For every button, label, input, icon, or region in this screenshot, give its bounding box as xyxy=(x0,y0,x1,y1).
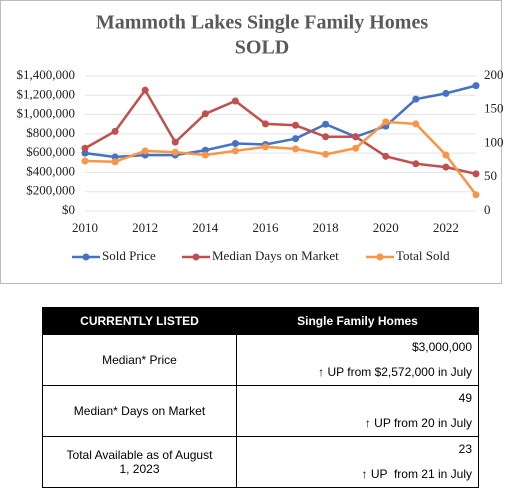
x-tick-label: 2022 xyxy=(433,220,459,235)
change: ↑ UP from 20 in July xyxy=(364,416,472,430)
point xyxy=(472,191,480,199)
point xyxy=(412,95,420,103)
y-tick-label: $1,000,000 xyxy=(17,106,76,121)
row-label: Median* Price xyxy=(42,334,237,386)
y2-tick-label: 50 xyxy=(484,168,497,183)
y-tick-label: $1,400,000 xyxy=(17,67,76,82)
y2-tick-label: 0 xyxy=(484,202,491,217)
row-value: $3,000,000 ↑ UP from $2,572,000 in July xyxy=(236,334,479,386)
point xyxy=(231,140,239,147)
point xyxy=(382,118,390,126)
point xyxy=(141,86,149,94)
value: 23 xyxy=(458,442,472,456)
y-tick-label: $0 xyxy=(62,202,75,217)
table-row: Median* Days on Market 49 ↑ UP from 20 in… xyxy=(42,385,479,437)
point xyxy=(171,148,179,156)
chart-border xyxy=(0,0,502,284)
point xyxy=(322,120,330,128)
point xyxy=(141,147,149,155)
row-label: Total Available as of August 1, 2023 xyxy=(42,436,237,488)
row-label: Median* Days on Market xyxy=(42,385,237,437)
point xyxy=(412,160,420,168)
point xyxy=(111,158,119,166)
series-line xyxy=(84,87,477,176)
header-cell: CURRENTLY LISTED xyxy=(42,307,237,335)
point xyxy=(442,89,450,97)
legend-marker xyxy=(376,253,384,261)
legend-label: Sold Price xyxy=(102,248,156,263)
point xyxy=(201,110,209,118)
chart-subtitle: SOLD xyxy=(235,37,289,59)
change: ↑ UP from 21 in July xyxy=(361,467,472,481)
listing-table: CURRENTLY LISTED Single Family Homes Med… xyxy=(42,307,479,488)
point xyxy=(352,133,360,141)
header-cell: Single Family Homes xyxy=(236,307,479,335)
legend-marker xyxy=(192,253,200,261)
x-tick-label: 2016 xyxy=(252,220,279,235)
table-header: CURRENTLY LISTED Single Family Homes xyxy=(42,307,479,335)
point xyxy=(81,144,89,152)
point xyxy=(322,150,330,158)
point xyxy=(171,138,179,146)
value: $3,000,000 xyxy=(411,340,472,354)
y2-tick-label: 200 xyxy=(484,67,503,82)
change: ↑ UP from $2,572,000 in July xyxy=(318,365,472,379)
point xyxy=(382,152,390,160)
y2-tick-label: 150 xyxy=(484,101,503,116)
x-tick-label: 2020 xyxy=(373,220,399,235)
point xyxy=(261,143,269,151)
row-value: 49 ↑ UP from 20 in July xyxy=(236,385,479,437)
series-line xyxy=(84,120,477,196)
point xyxy=(111,127,119,135)
row-value: 23 ↑ UP from 21 in July xyxy=(236,436,479,488)
x-tick-label: 2010 xyxy=(72,220,98,235)
legend-marker xyxy=(82,253,90,261)
y2-tick-label: 100 xyxy=(484,134,503,149)
y-tick-label: $600,000 xyxy=(26,144,75,159)
y-tick-label: $1,200,000 xyxy=(17,86,76,101)
point xyxy=(201,151,209,159)
y-tick-label: $400,000 xyxy=(26,163,75,178)
point xyxy=(442,163,450,171)
point xyxy=(412,120,420,128)
x-tick-label: 2014 xyxy=(192,220,219,235)
value: 49 xyxy=(458,391,472,405)
point xyxy=(231,97,239,105)
table-row: Median* Price $3,000,000 ↑ UP from $2,572… xyxy=(42,334,479,386)
point xyxy=(292,135,300,143)
x-tick-label: 2012 xyxy=(132,220,158,235)
table-row: Total Available as of August 1, 2023 23 ↑… xyxy=(42,436,479,488)
series-line xyxy=(84,84,477,159)
y-tick-label: $800,000 xyxy=(26,125,75,140)
point xyxy=(472,82,480,90)
chart-title: Mammoth Lakes Single Family Homes xyxy=(96,12,428,34)
point xyxy=(352,144,360,152)
chart: Mammoth Lakes Single Family Homes SOLD $… xyxy=(0,0,503,284)
point xyxy=(472,170,480,178)
point xyxy=(81,157,89,165)
point xyxy=(292,145,300,153)
point xyxy=(442,151,450,159)
legend-label: Total Sold xyxy=(396,248,450,263)
point xyxy=(81,149,89,157)
point xyxy=(292,121,300,129)
point xyxy=(261,120,269,128)
x-tick-label: 2018 xyxy=(313,220,339,235)
point xyxy=(231,147,239,155)
legend-label: Median Days on Market xyxy=(212,248,339,263)
y-tick-label: $200,000 xyxy=(26,183,75,198)
point xyxy=(322,133,330,141)
